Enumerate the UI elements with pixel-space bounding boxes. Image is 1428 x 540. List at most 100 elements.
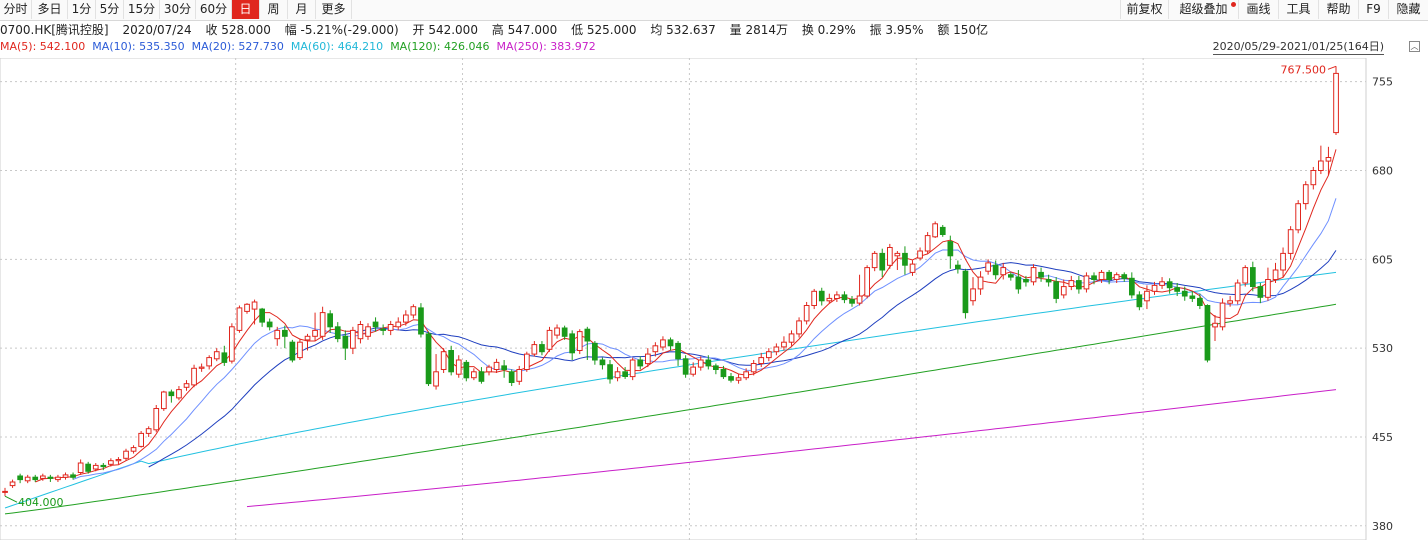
ma-legend-2: MA(20): 527.730 — [191, 40, 284, 53]
candle-body — [758, 357, 765, 365]
candle-body — [599, 359, 606, 366]
candle-body — [546, 329, 553, 350]
candle-body — [796, 320, 802, 335]
candle-body — [955, 264, 961, 270]
candle-body — [282, 329, 288, 337]
toolbar-btn-6[interactable]: 隐藏 — [1388, 0, 1428, 19]
quote-symbol[interactable]: 0700.HK[腾讯控股] — [0, 23, 109, 37]
candle-body — [1318, 160, 1324, 171]
candle-body — [1106, 271, 1113, 280]
max-marker-line — [1327, 65, 1337, 70]
period-tab-0[interactable]: 分时 — [0, 0, 32, 19]
candle-body — [1219, 302, 1226, 328]
candle-body — [1310, 170, 1317, 186]
candle-body — [645, 353, 651, 365]
candle-body — [516, 369, 523, 382]
candle-body — [932, 223, 938, 238]
candle-body — [1008, 274, 1014, 278]
toolbar: 分时 多日 1分 5分 15分 30分 60分日周月更多 隐藏 F9 帮助 工具 画线 超级叠加 前复权 — [0, 0, 1428, 21]
candle-body — [584, 328, 591, 342]
candle-body — [350, 329, 356, 349]
toolbar-btn-0[interactable]: 前复权 — [1120, 0, 1168, 19]
period-tab-8[interactable]: 周 — [260, 0, 288, 19]
candle-body — [130, 447, 137, 452]
candle-body — [213, 351, 220, 360]
candle-body — [304, 335, 311, 341]
toolbar-btn-2[interactable]: 画线 — [1238, 0, 1278, 19]
candle-body — [85, 463, 92, 472]
candle-body — [47, 476, 54, 479]
candle-body — [622, 371, 628, 377]
candle-body — [1272, 269, 1279, 280]
ma-legend: MA(5): 542.100 MA(10): 535.350 MA(20): 527… — [0, 39, 603, 55]
chevron-up-icon[interactable]: ︿ — [1409, 41, 1420, 52]
candle-body — [251, 301, 258, 310]
candle-body — [1136, 294, 1143, 308]
candle-body — [115, 459, 122, 462]
period-tab-1[interactable]: 多日 — [32, 0, 68, 19]
candle-body — [1325, 157, 1332, 162]
candle-body — [750, 363, 757, 373]
candle-body — [17, 475, 23, 481]
period-tab-3[interactable]: 5分 — [96, 0, 124, 19]
y-tick-label: 380 — [1372, 520, 1393, 533]
toolbar-btn-3[interactable]: 工具 — [1278, 0, 1318, 19]
candle-body — [9, 481, 16, 487]
quote-bar: 0700.HK[腾讯控股] 2020/07/24 收 528.000 幅 -5.… — [0, 21, 998, 39]
quote-turnover: 换 0.29% — [801, 23, 856, 37]
candle-body — [841, 294, 848, 301]
candle-body — [501, 365, 507, 370]
ma-legend-1: MA(10): 535.350 — [92, 40, 185, 53]
period-tab-4[interactable]: 15分 — [124, 0, 160, 19]
quote-date: 2020/07/24 — [122, 23, 192, 37]
candle-body — [834, 294, 840, 299]
period-tab-10[interactable]: 更多 — [316, 0, 352, 19]
candle-body — [871, 252, 878, 269]
candle-body — [471, 371, 477, 379]
min-marker-line — [4, 495, 18, 503]
candle-body — [947, 241, 954, 257]
candle-body — [1023, 279, 1029, 283]
candle-body — [478, 371, 485, 382]
candle-body — [637, 359, 644, 367]
candle-body — [803, 305, 810, 322]
candle-body — [463, 361, 470, 379]
candlestick-chart[interactable]: 380 455 530 605 680 755 767.500 404.000 — [0, 58, 1428, 540]
candle-body — [826, 297, 833, 302]
candle-body — [1280, 252, 1286, 271]
date-range: 2020/05/29-2021/01/25(164日) — [1212, 40, 1384, 55]
candle-body — [1068, 280, 1075, 288]
toolbar-btn-5[interactable]: F9 — [1358, 0, 1388, 19]
candle-body — [448, 350, 454, 373]
candle-body — [811, 290, 817, 307]
candle-body — [1227, 300, 1234, 304]
period-tab-7[interactable]: 日 — [232, 0, 260, 19]
y-tick-label: 680 — [1372, 165, 1393, 178]
quote-avg: 均 532.637 — [650, 23, 716, 37]
period-tab-5[interactable]: 30分 — [160, 0, 196, 19]
candle-body — [508, 371, 515, 383]
candle-body — [856, 295, 863, 304]
candle-body — [70, 474, 76, 478]
candle-body — [198, 366, 205, 369]
period-tab-2[interactable]: 1分 — [68, 0, 96, 19]
plot-area — [0, 58, 1367, 540]
period-tab-9[interactable]: 月 — [288, 0, 316, 19]
toolbar-btn-1[interactable]: 超级叠加 — [1168, 0, 1238, 19]
candle-body — [92, 464, 99, 470]
toolbar-btn-4[interactable]: 帮助 — [1318, 0, 1358, 19]
candle-body — [176, 389, 182, 399]
candle-body — [425, 333, 432, 385]
period-tab-6[interactable]: 60分 — [196, 0, 232, 19]
ma120-line — [4, 303, 1337, 515]
candle-body — [1053, 281, 1060, 299]
ma10-line — [72, 198, 1337, 480]
candle-body — [697, 359, 704, 368]
candle-body — [1242, 267, 1249, 284]
candle-body — [1121, 274, 1128, 279]
quote-volume: 量 2814万 — [729, 23, 788, 37]
candle-body — [455, 359, 462, 375]
candle-body — [108, 460, 114, 465]
candle-body — [1302, 184, 1309, 205]
candle-body — [342, 335, 349, 349]
